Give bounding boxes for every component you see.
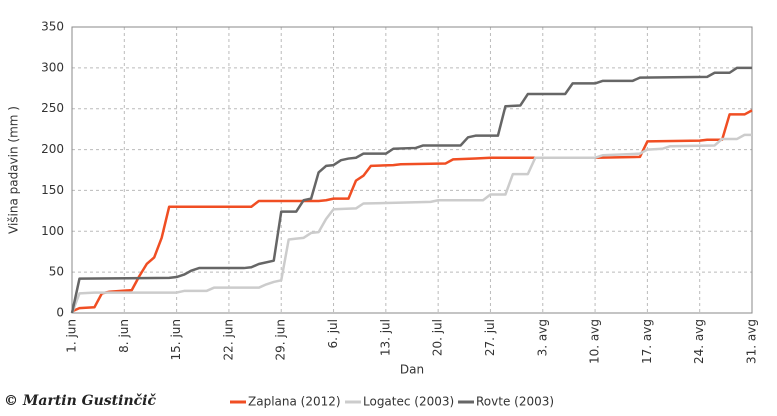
y-tick-label: 350 (41, 20, 64, 34)
y-tick-label: 50 (49, 265, 64, 279)
x-tick-label: 31. avg (745, 319, 759, 364)
x-tick-label: 13. jul (378, 319, 392, 356)
y-tick-label: 0 (56, 306, 64, 320)
x-tick-label: 6. jul (326, 319, 340, 349)
y-axis-label: Višina padavin (mm ) (7, 106, 21, 234)
x-tick-label: 27. jul (483, 319, 497, 356)
credit: © Martin Gustinčič (4, 393, 156, 409)
y-tick-label: 250 (41, 101, 64, 115)
x-tick-label: 8. jun (117, 319, 131, 353)
x-tick-label: 10. avg (588, 319, 602, 364)
y-tick-label: 300 (41, 60, 64, 74)
x-tick-label: 22. jun (221, 319, 235, 360)
x-tick-label: 29. jun (274, 319, 288, 360)
legend-label: Logatec (2003) (363, 395, 454, 409)
series-line (70, 66, 752, 314)
y-tick-label: 150 (41, 183, 64, 197)
x-tick-label: 20. jul (431, 319, 445, 356)
legend-label: Rovte (2003) (476, 395, 554, 409)
legend-label: Zaplana (2012) (248, 395, 341, 409)
y-tick-label: 200 (41, 142, 64, 156)
series-line (71, 109, 753, 313)
y-tick-label: 100 (41, 224, 64, 238)
x-tick-label: 17. avg (640, 319, 654, 364)
x-tick-label: 24. avg (692, 319, 706, 364)
plot-border (71, 26, 753, 314)
x-tick-label: 1. jun (65, 319, 79, 353)
series-line (70, 133, 752, 314)
x-tick-label: 15. jun (169, 319, 183, 360)
x-tick-label: 3. avg (535, 319, 549, 356)
x-axis-label: Dan (400, 363, 424, 377)
